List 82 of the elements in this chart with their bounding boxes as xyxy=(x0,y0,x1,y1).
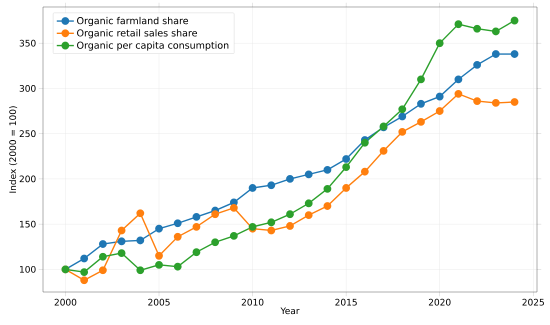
point xyxy=(118,226,126,234)
point xyxy=(454,20,462,28)
point xyxy=(136,209,144,218)
point xyxy=(342,163,350,172)
legend-label: Organic per capita consumption xyxy=(77,41,228,51)
x-tick-label: 2000 xyxy=(54,298,76,306)
point xyxy=(454,75,462,84)
point xyxy=(304,211,313,219)
point xyxy=(342,184,350,192)
point xyxy=(510,16,518,24)
point xyxy=(267,181,276,190)
point xyxy=(398,105,406,114)
point xyxy=(286,175,294,183)
point xyxy=(211,238,220,246)
point xyxy=(324,202,332,210)
y-tick-label: 150 xyxy=(20,220,36,228)
point xyxy=(192,248,200,256)
point xyxy=(454,90,462,98)
point xyxy=(230,204,238,212)
point xyxy=(155,224,163,233)
x-tick-label: 2010 xyxy=(242,298,264,306)
x-tick-label: 2005 xyxy=(148,298,170,306)
point xyxy=(398,112,406,120)
point xyxy=(211,210,220,218)
point xyxy=(192,222,200,231)
point xyxy=(473,24,482,33)
point xyxy=(80,268,88,276)
point xyxy=(360,138,369,147)
point xyxy=(80,254,88,262)
y-tick-label: 100 xyxy=(20,266,36,273)
point xyxy=(304,199,313,208)
point xyxy=(417,75,425,84)
point xyxy=(136,266,144,274)
point xyxy=(492,50,500,58)
point xyxy=(492,99,500,107)
y-tick-label: 250 xyxy=(20,130,36,138)
legend-label: Organic farmland share xyxy=(77,16,188,26)
legend-label: Organic retail sales share xyxy=(77,29,197,38)
point xyxy=(436,107,444,115)
point xyxy=(192,213,200,221)
y-axis-title: Index (2000 = 100) xyxy=(9,106,18,193)
point xyxy=(267,226,276,234)
point xyxy=(304,170,313,178)
point xyxy=(98,252,107,261)
point xyxy=(230,232,238,240)
y-tick-label: 350 xyxy=(20,40,36,47)
point xyxy=(436,39,444,48)
point xyxy=(174,219,182,228)
point xyxy=(342,155,350,163)
point xyxy=(324,184,332,193)
point xyxy=(155,252,163,260)
point xyxy=(98,240,107,248)
x-tick-label: 2020 xyxy=(428,298,451,306)
point xyxy=(174,262,182,271)
point xyxy=(324,166,332,174)
x-axis-title: Year xyxy=(280,307,300,314)
point xyxy=(473,97,482,105)
point xyxy=(492,28,500,36)
point xyxy=(98,266,107,274)
point xyxy=(360,168,369,176)
point xyxy=(380,146,388,155)
point xyxy=(510,50,518,58)
point xyxy=(473,61,482,69)
point xyxy=(174,232,182,241)
point xyxy=(80,276,88,284)
point xyxy=(118,249,126,257)
x-tick-label: 2015 xyxy=(335,298,357,306)
y-tick-label: 200 xyxy=(20,176,36,182)
point xyxy=(417,100,425,108)
point xyxy=(286,210,294,218)
point xyxy=(417,118,425,126)
point xyxy=(267,218,276,226)
point xyxy=(155,260,163,269)
y-tick-label: 300 xyxy=(20,85,36,92)
point xyxy=(510,98,518,106)
point xyxy=(118,237,126,246)
x-tick-label: 2025 xyxy=(522,298,544,306)
point xyxy=(248,184,256,192)
point xyxy=(398,128,406,136)
point xyxy=(436,92,444,100)
point xyxy=(136,236,144,244)
point xyxy=(286,222,294,230)
